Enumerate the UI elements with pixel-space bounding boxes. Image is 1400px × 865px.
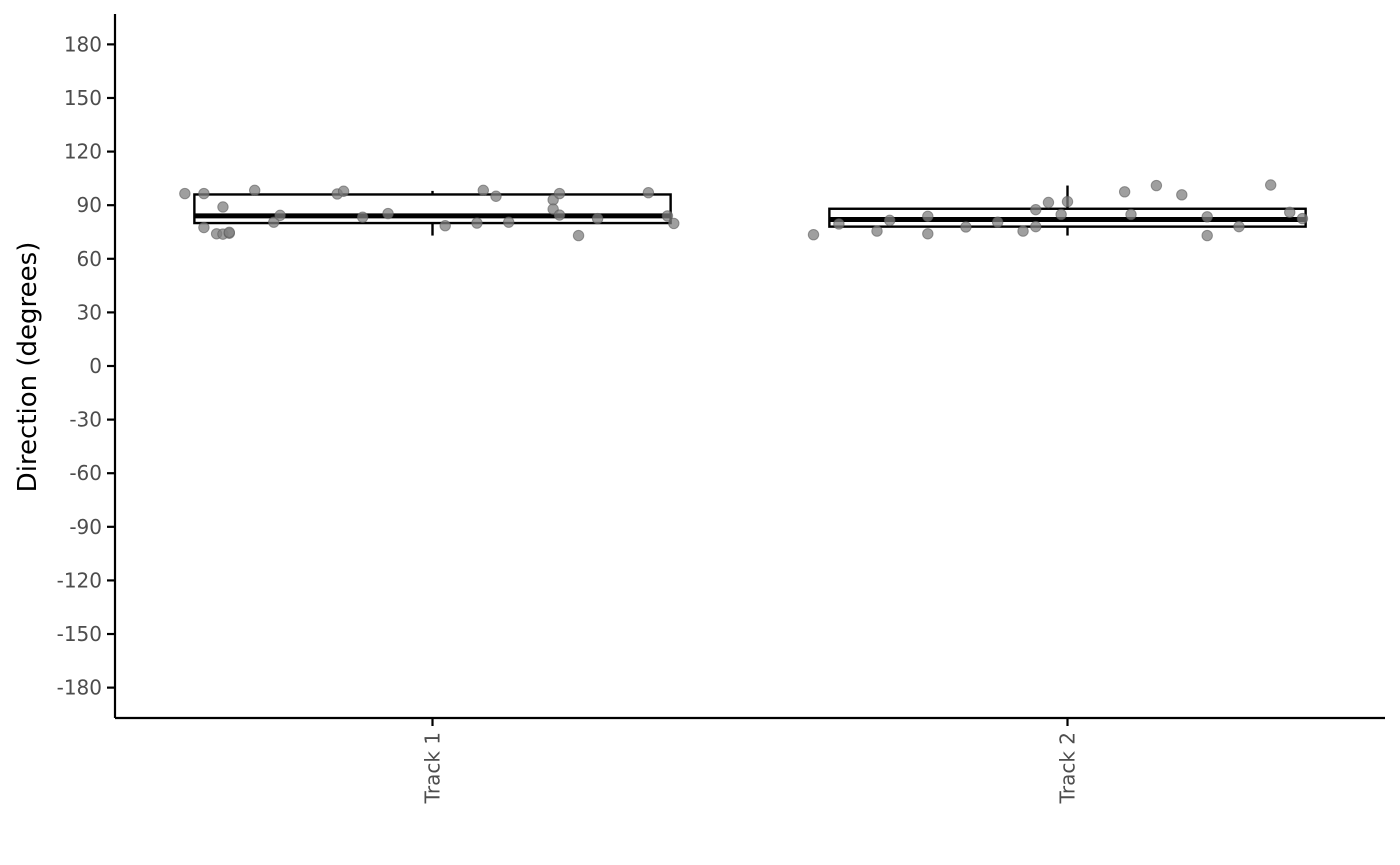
y-tick-label: 180 — [64, 32, 102, 56]
data-point — [553, 209, 566, 221]
data-point — [991, 216, 1004, 228]
data-point — [503, 216, 515, 228]
data-point — [1265, 179, 1277, 191]
data-point — [337, 185, 350, 197]
data-point — [1030, 203, 1042, 216]
data-point — [1042, 196, 1055, 209]
data-point — [553, 187, 566, 200]
data-point — [1055, 208, 1067, 221]
y-tick-label: 30 — [77, 300, 102, 324]
data-point — [356, 211, 369, 223]
data-point — [1201, 211, 1213, 223]
data-point — [1201, 229, 1213, 242]
x-tick-label: Track 2 — [1056, 732, 1080, 804]
data-point — [477, 184, 489, 197]
boxplots — [193, 185, 1307, 236]
data-points — [179, 179, 1309, 242]
y-tick-label: -60 — [69, 461, 102, 485]
data-point — [471, 217, 483, 229]
data-point — [1030, 220, 1042, 233]
data-point — [884, 214, 896, 227]
y-tick-label: 60 — [77, 247, 102, 271]
data-point — [1233, 220, 1245, 233]
data-point — [1017, 225, 1029, 237]
data-point — [1284, 206, 1296, 219]
y-tick-label: -30 — [69, 408, 102, 432]
y-axis-title: Direction (degrees) — [13, 242, 43, 493]
data-point — [572, 229, 585, 242]
y-axis: 180 150 120 90 60 30 0 -30 -60 -90 -120 -150 -180 — [57, 14, 117, 718]
data-point — [833, 218, 845, 230]
y-tick-label: -150 — [57, 622, 102, 646]
data-point — [871, 225, 883, 237]
data-point — [922, 228, 934, 240]
x-tick-label: Track 1 — [421, 732, 445, 804]
data-point — [439, 220, 451, 232]
y-tick-label: 150 — [64, 86, 102, 110]
data-point — [922, 210, 934, 222]
data-point — [1296, 212, 1309, 225]
y-tick-label: -120 — [57, 568, 102, 592]
data-point — [668, 217, 680, 230]
data-point — [960, 221, 972, 233]
data-point — [1176, 189, 1188, 201]
x-axis: Track 1 Track 2 — [115, 716, 1385, 804]
data-point — [1125, 208, 1137, 221]
data-point — [198, 187, 210, 200]
data-point — [198, 221, 210, 234]
data-point — [223, 226, 236, 239]
data-point — [1118, 186, 1131, 198]
y-tick-label: -180 — [57, 676, 102, 700]
boxplot-1 — [193, 190, 672, 236]
data-point — [1150, 179, 1163, 192]
y-tick-label: 120 — [64, 140, 102, 164]
y-tick-label: -90 — [69, 515, 102, 539]
data-point — [217, 201, 229, 213]
y-tick-label: 0 — [89, 354, 102, 378]
data-point — [249, 184, 261, 197]
data-point — [661, 210, 674, 222]
data-point — [382, 207, 394, 220]
data-point — [274, 209, 286, 222]
data-point — [591, 212, 604, 225]
data-point — [642, 186, 655, 199]
data-point — [490, 190, 502, 202]
data-point — [1061, 195, 1074, 208]
data-point — [807, 228, 820, 241]
data-point — [179, 187, 191, 200]
y-tick-label: 90 — [77, 193, 102, 217]
